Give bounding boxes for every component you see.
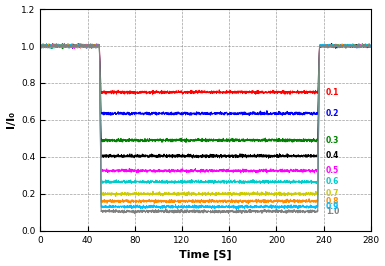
Text: 0.7: 0.7 xyxy=(326,189,340,198)
Text: 0.9: 0.9 xyxy=(326,202,340,211)
X-axis label: Time [S]: Time [S] xyxy=(179,250,232,260)
Text: 0.6: 0.6 xyxy=(326,177,340,186)
Text: 0.8: 0.8 xyxy=(326,197,340,206)
Text: 0.4: 0.4 xyxy=(326,151,340,160)
Text: 0.5: 0.5 xyxy=(326,166,339,175)
Y-axis label: I/I₀: I/I₀ xyxy=(5,111,15,128)
Text: 0.2: 0.2 xyxy=(326,109,340,118)
Text: 0.3: 0.3 xyxy=(326,136,340,145)
Text: 0.1: 0.1 xyxy=(326,88,340,97)
Text: 1.0: 1.0 xyxy=(326,207,340,216)
